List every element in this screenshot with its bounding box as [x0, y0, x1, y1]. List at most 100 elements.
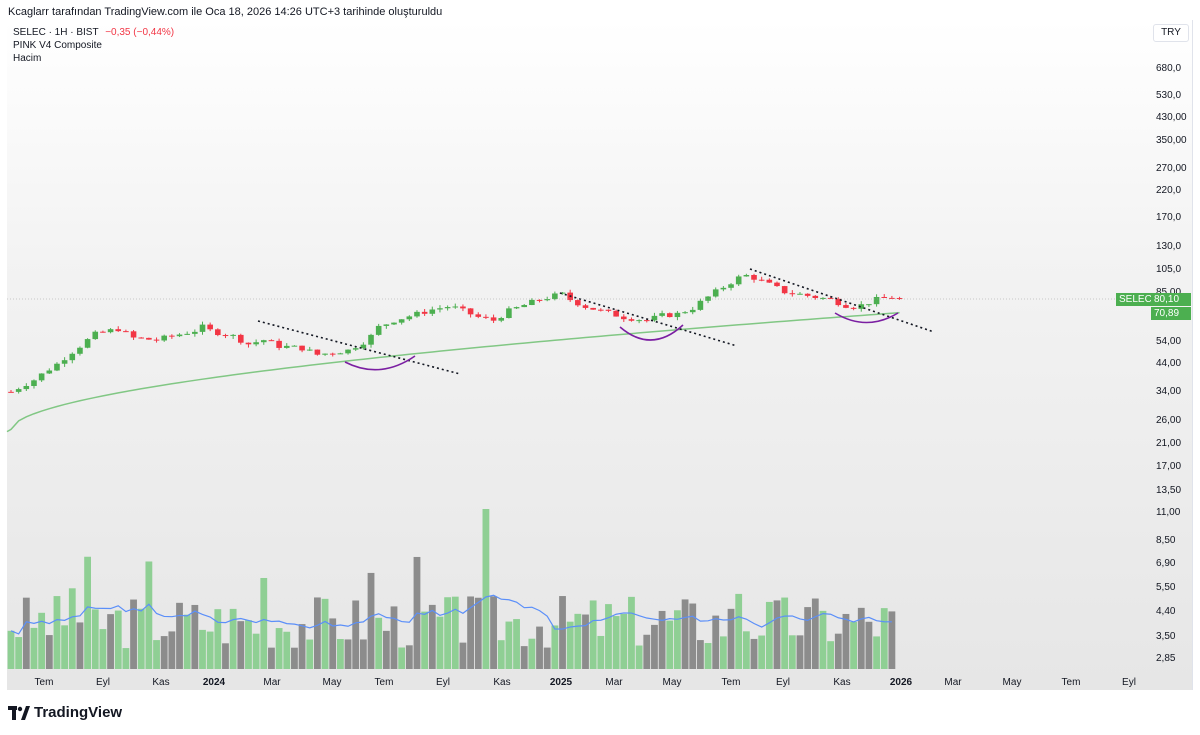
- candle-body: [689, 309, 696, 313]
- volume-bar: [38, 612, 46, 669]
- candle-body: [153, 339, 160, 341]
- volume-bar: [107, 614, 114, 669]
- candle-body: [789, 293, 796, 295]
- price-tick-label: 54,00: [1156, 335, 1182, 347]
- candle-body: [253, 342, 259, 345]
- volume-bar: [750, 638, 758, 669]
- volume-bar: [674, 610, 681, 669]
- volume-bar: [344, 639, 352, 669]
- price-tick-label: 530,0: [1156, 89, 1182, 101]
- candle-body: [613, 310, 619, 317]
- last-price-tag: 80,10: [1151, 293, 1191, 306]
- candle-body: [306, 349, 313, 351]
- candle-body: [835, 298, 842, 306]
- currency-button[interactable]: TRY: [1153, 24, 1189, 42]
- time-tick-label: Tem: [374, 677, 394, 688]
- candle-body: [184, 333, 190, 335]
- candle-body: [513, 307, 520, 309]
- volume-bar: [444, 597, 452, 669]
- candle-body: [820, 297, 826, 299]
- time-tick-label: Kas: [493, 677, 511, 688]
- candle-body: [575, 300, 581, 306]
- candle-body: [444, 307, 451, 309]
- trendline: [749, 268, 935, 333]
- price-tick-label: 13,50: [1156, 485, 1182, 497]
- candle-body: [268, 340, 275, 342]
- chart-pane[interactable]: [7, 20, 1193, 690]
- volume-bar: [306, 639, 314, 669]
- time-tick-label: 2024: [202, 677, 226, 688]
- volume-bar: [513, 619, 520, 669]
- candle-body: [720, 287, 727, 290]
- volume-bar: [727, 608, 735, 669]
- candle-body: [490, 317, 497, 321]
- legend-symbol[interactable]: SELEC · 1H · BIST: [13, 27, 99, 38]
- candle-body: [69, 353, 76, 361]
- volume-bar: [467, 596, 474, 669]
- volume-bar: [275, 628, 283, 669]
- legend-indicator-volume[interactable]: Hacim: [13, 53, 42, 64]
- volume-bar: [398, 647, 406, 669]
- price-tick-label: 11,00: [1156, 507, 1181, 519]
- candle-body: [176, 334, 183, 337]
- candle-body: [130, 331, 137, 338]
- volume-bar: [719, 636, 727, 669]
- volume-bar: [321, 598, 329, 669]
- candle-body: [682, 312, 688, 314]
- candle-body: [605, 309, 612, 311]
- volume-bar: [474, 597, 482, 669]
- candle-body: [697, 300, 704, 310]
- candle-body: [115, 329, 122, 332]
- price-tick-label: 130,0: [1156, 241, 1182, 253]
- volume-bar: [22, 597, 30, 669]
- volume-bar: [229, 608, 237, 669]
- tradingview-logo[interactable]: TradingView: [8, 704, 122, 721]
- volume-bar: [589, 600, 597, 669]
- symbol-price-tag: SELEC: [1116, 293, 1155, 306]
- volume-bar: [15, 637, 23, 669]
- time-tick-label: Mar: [263, 677, 281, 688]
- volume-bar: [681, 599, 689, 669]
- volume-bar: [758, 635, 766, 669]
- time-tick-label: Mar: [605, 677, 623, 688]
- volume-bar: [153, 640, 160, 669]
- candle-body: [322, 353, 328, 355]
- legend-indicator-pink[interactable]: PINK V4 Composite: [13, 40, 102, 51]
- volume-bar: [252, 633, 260, 669]
- candle-body: [866, 304, 872, 306]
- time-tick-label: Eyl: [436, 677, 450, 688]
- price-tick-label: 2,85: [1156, 653, 1176, 664]
- time-tick-label: Kas: [833, 677, 851, 688]
- volume-bar: [76, 622, 84, 669]
- volume-bar: [635, 645, 643, 669]
- volume-bar: [765, 601, 773, 669]
- volume-bar: [827, 641, 835, 669]
- volume-bar: [605, 604, 612, 669]
- volume-bar: [842, 613, 850, 669]
- price-tick-label: 3,50: [1156, 630, 1176, 642]
- attribution-text: Kcaglarr tarafından TradingView.com ile …: [8, 6, 443, 18]
- candle-body: [498, 318, 505, 321]
- candle-body: [238, 334, 244, 343]
- volume-bar: [735, 593, 743, 669]
- candle-body: [169, 335, 175, 337]
- candle-body: [735, 276, 742, 285]
- volume-bar: [359, 639, 367, 669]
- time-tick-label: May: [1002, 677, 1022, 688]
- candle-body: [215, 329, 221, 336]
- price-tick-label: 430,00: [1156, 112, 1187, 124]
- volume-bar: [582, 614, 589, 669]
- volume-bar: [536, 626, 543, 669]
- volume-bar: [298, 624, 306, 669]
- candle-body: [414, 311, 420, 317]
- candle-body: [896, 297, 903, 299]
- candle-body: [858, 304, 865, 309]
- price-tick-label: 680,0: [1156, 63, 1182, 74]
- time-tick-label: Kas: [152, 677, 170, 688]
- candle-body: [705, 296, 711, 301]
- price-tick-label: 220,0: [1156, 184, 1182, 196]
- cup-arc: [834, 312, 899, 324]
- time-tick-label: 2026: [889, 677, 913, 688]
- volume-bar: [114, 610, 122, 669]
